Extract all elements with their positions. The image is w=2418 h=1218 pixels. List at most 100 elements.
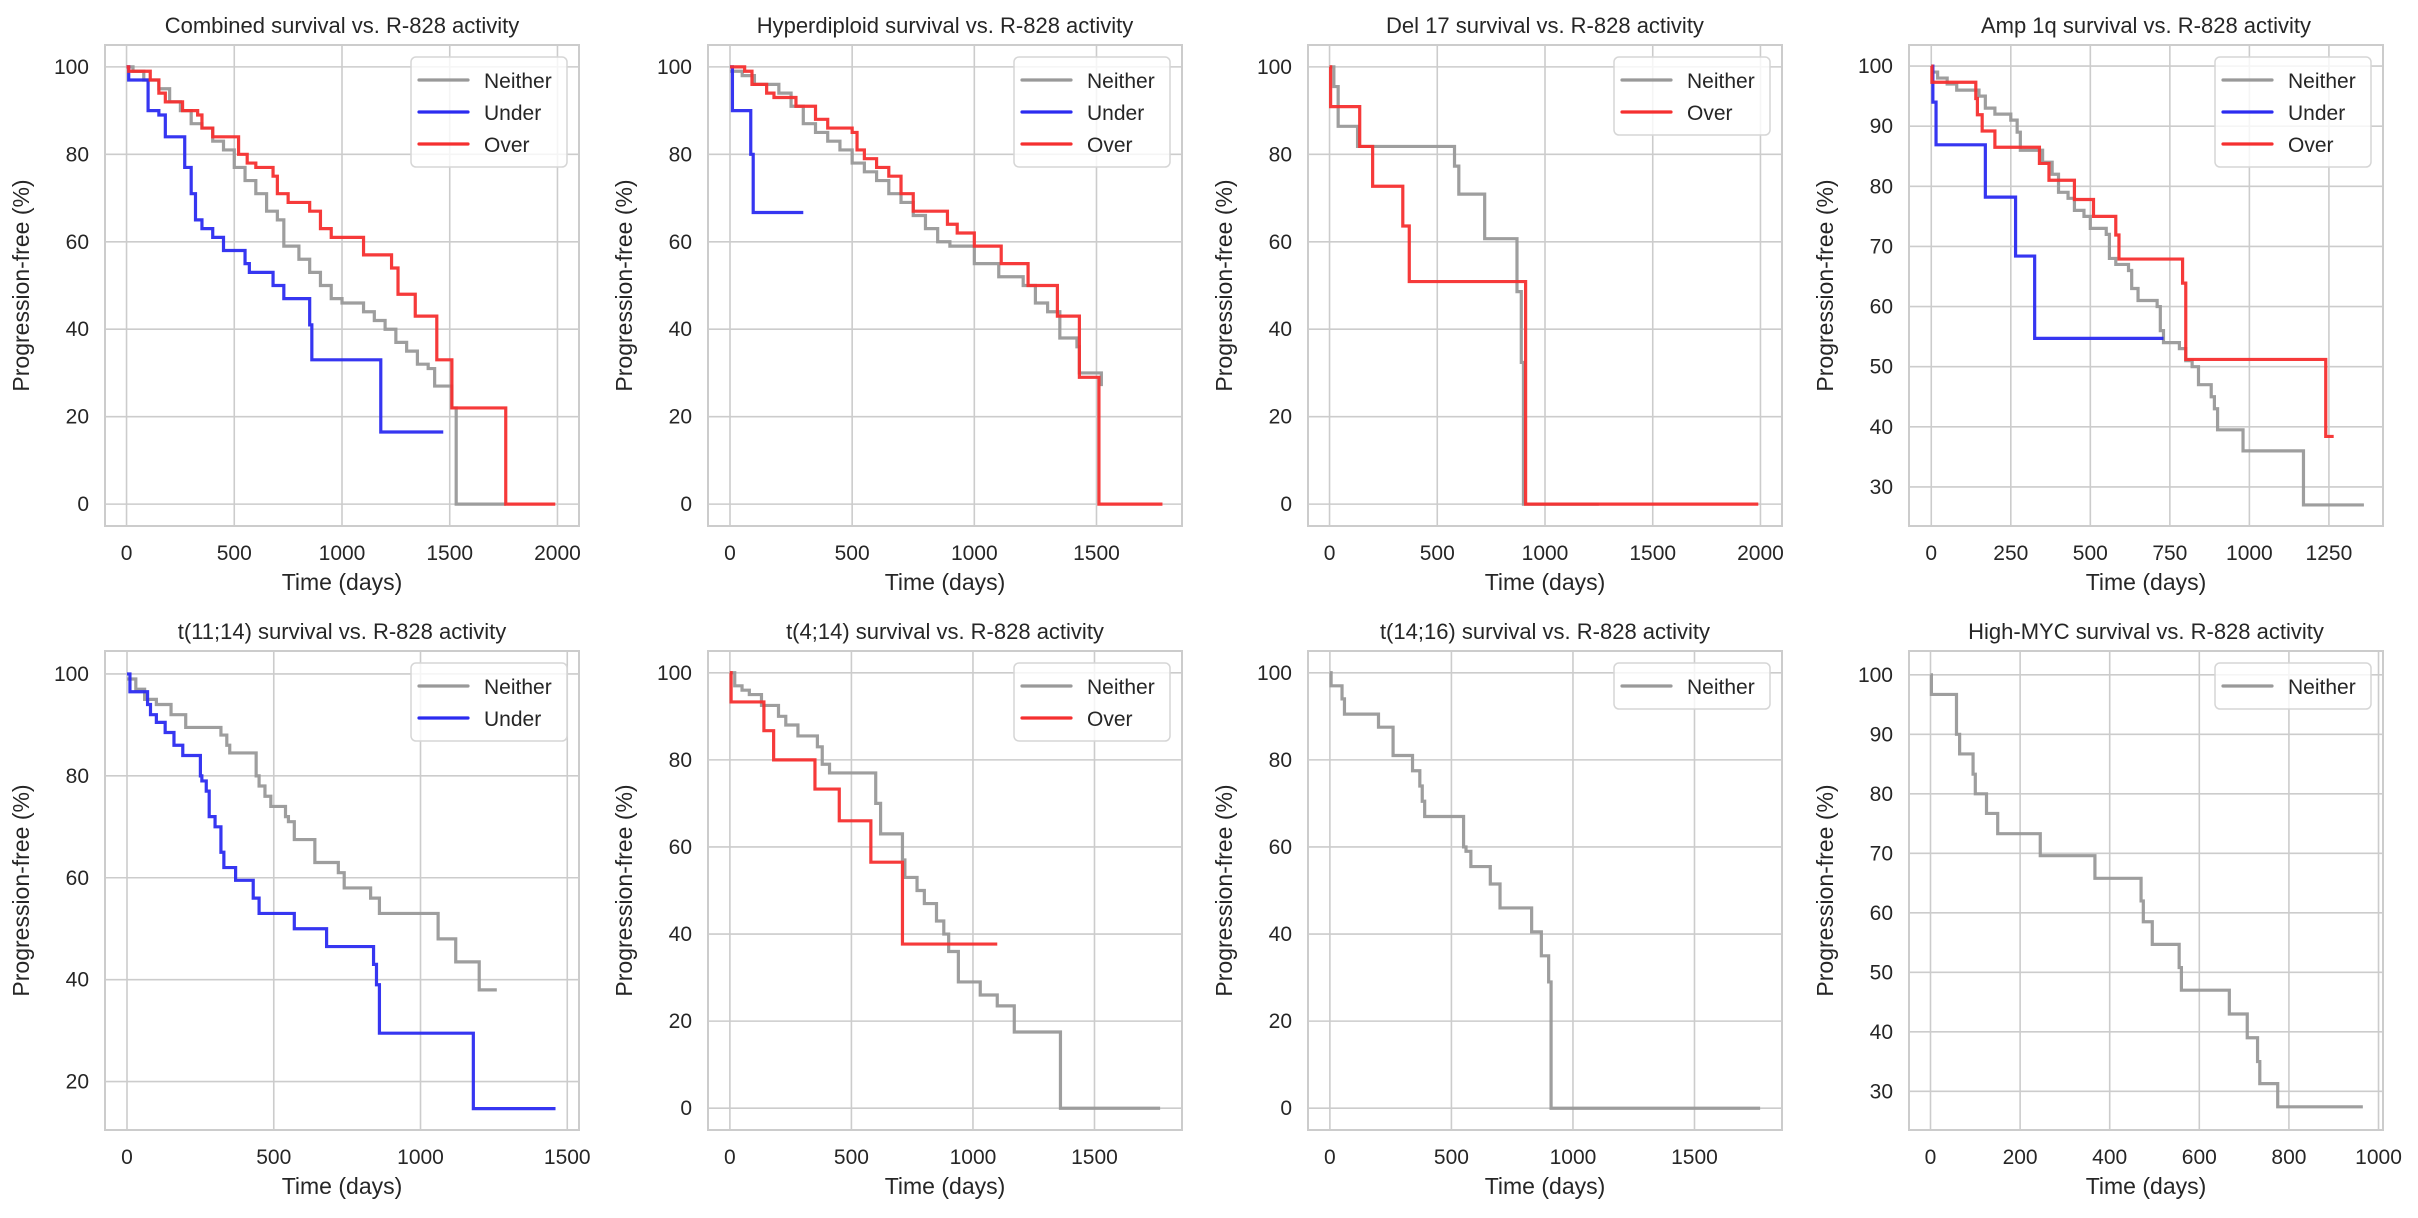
legend-box	[1013, 662, 1171, 742]
y-tick-label: 60	[1269, 836, 1292, 859]
series-line-neither	[1929, 673, 2363, 1109]
y-tick-label: 40	[1269, 318, 1292, 341]
legend-label-over: Over	[2288, 134, 2334, 157]
x-tick-label: 500	[256, 1146, 291, 1169]
legend-label-over: Over	[1087, 134, 1133, 157]
x-tick-label: 1500	[1671, 1146, 1718, 1169]
y-tick-label: 50	[1870, 356, 1893, 379]
legend-label-under: Under	[2288, 102, 2345, 125]
x-tick-label: 0	[724, 1146, 736, 1169]
chart-title: Combined survival vs. R-828 activity	[165, 13, 520, 38]
x-tick-label: 600	[2182, 1146, 2217, 1169]
panel-t-14-16: 0 500 1000 1500 0 20 40 60 80 100 t(14;16) surviva…	[1211, 619, 1783, 1199]
y-axis-label: Progression-free (%)	[1211, 784, 1237, 996]
y-tick-label: 80	[1870, 175, 1893, 198]
x-tick-label: 1000	[397, 1146, 444, 1169]
y-tick-label: 40	[669, 923, 692, 946]
legend-label-under: Under	[484, 102, 541, 125]
y-tick-label: 60	[66, 231, 89, 254]
x-tick-label: 1000	[951, 542, 998, 565]
series-line-under	[1931, 64, 2164, 341]
chart-title: Amp 1q survival vs. R-828 activity	[1981, 13, 2311, 38]
y-tick-label: 60	[1269, 231, 1292, 254]
axes-frame	[104, 44, 580, 527]
x-tick-label: 800	[2271, 1146, 2306, 1169]
series-line-over	[126, 65, 556, 506]
x-tick-label: 1500	[544, 1146, 591, 1169]
x-tick-label: 0	[724, 542, 736, 565]
legend-box	[2214, 56, 2372, 168]
axes-frame	[104, 650, 580, 1131]
y-tick-label: 20	[66, 1071, 89, 1094]
x-tick-label: 1500	[1629, 542, 1676, 565]
x-tick-label: 0	[121, 542, 133, 565]
chart-title: Hyperdiploid survival vs. R-828 activity	[757, 13, 1134, 38]
legend-box	[1613, 56, 1771, 136]
x-axis-label: Time (days)	[885, 1173, 1006, 1199]
y-tick-label: 0	[77, 493, 89, 516]
y-tick-label: 50	[1870, 961, 1893, 984]
legend-box	[410, 662, 568, 742]
y-tick-label: 100	[54, 663, 89, 686]
y-tick-label: 40	[669, 318, 692, 341]
series-line-over	[1329, 65, 1759, 506]
legend-box	[1013, 56, 1171, 168]
legend: Neither Over	[1013, 662, 1171, 742]
series-line-neither	[1931, 70, 2364, 507]
legend: Neither Over	[1613, 56, 1771, 136]
x-axis-label: Time (days)	[1485, 1173, 1606, 1199]
panel-del-17: 0 500 1000 1500 2000 0 20 40 60 80 100 Del 17 survi…	[1211, 13, 1784, 595]
y-tick-label: 20	[669, 406, 692, 429]
y-tick-label: 0	[1280, 1097, 1292, 1120]
panel-high-myc: 0 200 400 600 800 1000 30 40 50 60 70 80 90 100 High-M…	[1812, 619, 2402, 1199]
y-axis-label: Progression-free (%)	[611, 179, 637, 391]
y-axis-label: Progression-free (%)	[611, 784, 637, 996]
axes-frame	[1307, 650, 1783, 1131]
y-tick-label: 0	[1280, 493, 1292, 516]
y-axis-label: Progression-free (%)	[1812, 784, 1838, 996]
y-tick-label: 90	[1870, 723, 1893, 746]
chart-title: t(14;16) survival vs. R-828 activity	[1380, 619, 1710, 644]
x-axis-label: Time (days)	[282, 1173, 403, 1199]
x-tick-label: 750	[2152, 542, 2187, 565]
x-tick-label: 1250	[2306, 542, 2353, 565]
series-line-under	[729, 65, 804, 215]
x-tick-label: 500	[835, 542, 870, 565]
y-tick-label: 40	[66, 318, 89, 341]
axes-frame	[1307, 44, 1783, 527]
legend-label-neither: Neither	[2288, 70, 2356, 93]
x-tick-label: 500	[834, 1146, 869, 1169]
series-line-neither	[127, 677, 497, 992]
legend: Neither	[2214, 662, 2372, 710]
series-line-under	[127, 672, 556, 1111]
y-axis-label: Progression-free (%)	[8, 784, 34, 996]
legend-label-neither: Neither	[1687, 676, 1755, 699]
y-axis-label: Progression-free (%)	[8, 179, 34, 391]
series-line-over	[729, 65, 1163, 506]
y-tick-label: 20	[1269, 1010, 1292, 1033]
y-tick-label: 80	[669, 143, 692, 166]
x-axis-label: Time (days)	[2086, 569, 2207, 595]
x-tick-label: 500	[2073, 542, 2108, 565]
x-tick-label: 0	[1324, 542, 1336, 565]
series-line-under	[126, 65, 444, 434]
y-tick-label: 100	[1858, 664, 1893, 687]
chart-title: High-MYC survival vs. R-828 activity	[1968, 619, 2324, 644]
y-tick-label: 40	[1269, 923, 1292, 946]
y-tick-label: 60	[1870, 902, 1893, 925]
y-tick-label: 100	[1257, 662, 1292, 685]
legend-box	[2214, 662, 2372, 710]
y-tick-label: 80	[1870, 783, 1893, 806]
x-tick-label: 0	[1324, 1146, 1336, 1169]
y-axis-label: Progression-free (%)	[1211, 179, 1237, 391]
legend-label-neither: Neither	[2288, 676, 2356, 699]
y-tick-label: 40	[1870, 416, 1893, 439]
y-tick-label: 80	[1269, 749, 1292, 772]
legend: Neither Under Over	[410, 56, 568, 168]
y-tick-label: 70	[1870, 842, 1893, 865]
legend: Neither Under Over	[1013, 56, 1171, 168]
plot-area	[1308, 651, 1782, 1130]
panel-hyperdiploid: 0 500 1000 1500 0 20 40 60 80 100 Hyperdiploid sur…	[611, 13, 1183, 595]
x-tick-label: 1500	[1071, 1146, 1118, 1169]
